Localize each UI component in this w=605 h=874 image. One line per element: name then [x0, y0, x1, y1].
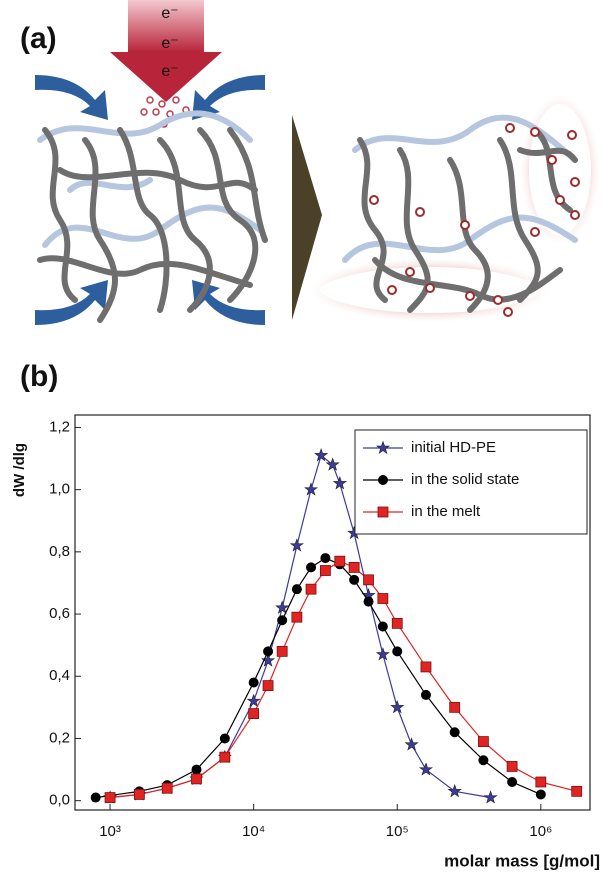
data-point: [447, 783, 462, 798]
data-point: [477, 736, 489, 747]
legend-box: [354, 429, 588, 535]
legend-label: in the melt: [411, 503, 481, 520]
data-point: [306, 562, 317, 573]
data-point: [133, 789, 145, 800]
data-point: [363, 596, 374, 607]
data-point: [90, 792, 101, 803]
data-point: [191, 773, 202, 785]
data-point: [418, 762, 433, 776]
data-point: [535, 789, 546, 800]
data-point: [291, 584, 302, 595]
x-axis-label: molar mass [g/mol]: [444, 851, 600, 870]
data-point: [390, 699, 405, 714]
data-point: [161, 782, 173, 794]
y-tick-label: 0,2: [49, 729, 70, 746]
crosslinks: [369, 123, 580, 317]
panel-label: (a): [20, 22, 57, 55]
y-axis-label: dW /dlg: [11, 443, 28, 497]
data-point: [277, 615, 288, 626]
beam-label: e⁻: [161, 63, 178, 80]
diagram-before: e⁻ e⁻ e⁻: [35, 0, 322, 325]
legend-label: initial HD-PE: [411, 439, 496, 456]
data-point: [104, 792, 116, 803]
data-point: [246, 693, 261, 708]
data-point: [289, 538, 304, 552]
data-point: [375, 647, 390, 661]
data-point: [449, 701, 461, 713]
legend-marker: [377, 506, 389, 518]
x-tick-label: 10⁵: [386, 823, 409, 840]
y-tick-label: 1,2: [49, 418, 70, 435]
series-line: [110, 560, 577, 799]
data-point: [349, 574, 360, 585]
data-point: [535, 776, 547, 788]
y-tick-label: 0,4: [49, 667, 70, 684]
x-tick-label: 10³: [99, 823, 121, 840]
data-point: [276, 645, 288, 657]
y-tick-label: 0,8: [49, 543, 70, 560]
data-point: [507, 777, 518, 788]
data-point: [320, 553, 331, 564]
data-point: [261, 653, 276, 667]
data-point: [325, 457, 340, 471]
data-point: [263, 646, 274, 657]
data-point: [191, 764, 202, 775]
data-point: [248, 708, 260, 719]
legend-label: in the solid state: [411, 471, 519, 488]
data-point: [275, 600, 290, 614]
data-point: [305, 583, 317, 595]
beam-label: e⁻: [161, 5, 178, 22]
y-tick-label: 0,0: [49, 792, 70, 809]
data-point: [377, 621, 388, 632]
data-point: [248, 677, 259, 688]
data-point: [262, 680, 274, 691]
y-tick-label: 1,0: [49, 481, 70, 498]
data-point: [314, 447, 329, 462]
data-point: [392, 646, 403, 657]
diagram-after: [301, 86, 605, 331]
data-point: [219, 751, 231, 763]
data-point: [420, 689, 431, 700]
data-point: [483, 790, 498, 804]
x-tick-label: 10⁴: [242, 823, 265, 840]
data-point: [291, 611, 303, 623]
data-point: [449, 727, 460, 738]
x-tick-label: 10⁶: [529, 823, 552, 840]
legend-marker: [375, 440, 391, 455]
data-point: [219, 733, 230, 744]
data-point: [334, 555, 346, 567]
data-point: [404, 737, 419, 751]
data-point: [506, 761, 518, 772]
data-point: [571, 785, 583, 797]
data-point: [332, 475, 347, 490]
data-point: [377, 593, 389, 604]
data-point: [420, 661, 432, 673]
data-point: [478, 755, 489, 766]
data-point: [319, 565, 331, 576]
data-point: [304, 482, 319, 496]
panel-label: (b): [20, 360, 58, 393]
data-point: [363, 574, 374, 586]
data-point: [391, 617, 403, 629]
series-line: [95, 557, 542, 799]
y-tick-label: 0,6: [49, 605, 70, 622]
data-point: [348, 562, 360, 573]
beam-label: e⁻: [161, 35, 178, 52]
chart: dW /dlg molar mass [g/mol] 0,0 0,2 0,4 0,6 0…: [11, 414, 600, 870]
legend-marker: [378, 475, 388, 485]
